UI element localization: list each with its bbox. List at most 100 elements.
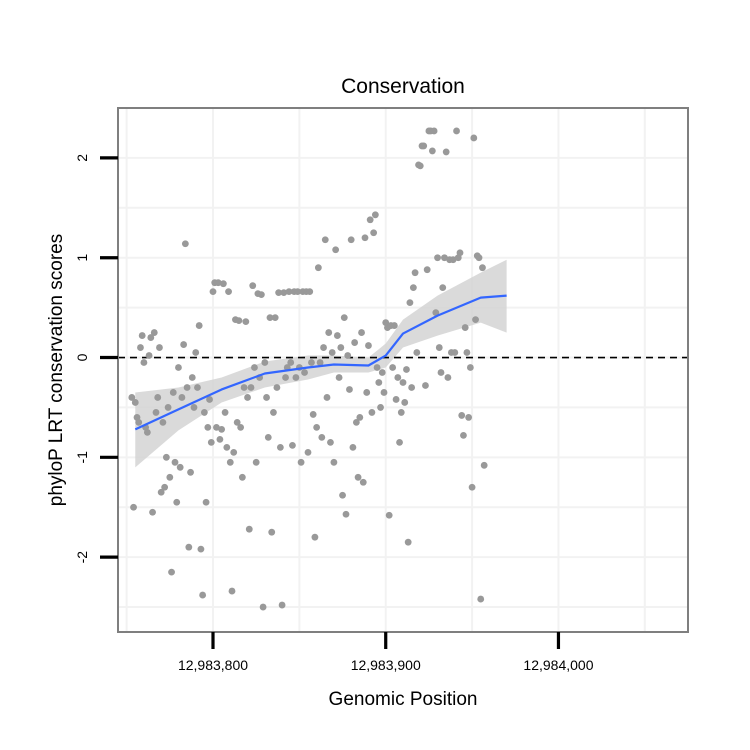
data-point	[347, 236, 355, 244]
data-point	[373, 364, 381, 371]
data-point	[147, 334, 155, 341]
plot-panel	[118, 108, 688, 632]
data-point	[408, 384, 416, 391]
data-point	[392, 396, 400, 403]
data-point	[358, 329, 365, 336]
data-point	[403, 366, 410, 373]
data-point	[238, 473, 246, 481]
data-point	[225, 288, 232, 296]
data-point	[409, 284, 417, 292]
data-point	[213, 423, 220, 431]
data-point	[159, 419, 167, 426]
data-point	[143, 428, 151, 436]
data-point	[396, 438, 403, 446]
data-point	[359, 478, 367, 486]
data-point	[138, 332, 146, 339]
data-point	[361, 234, 369, 242]
data-point	[200, 409, 208, 416]
data-point	[344, 352, 352, 359]
data-point	[441, 254, 448, 262]
data-point	[181, 240, 189, 248]
data-point	[413, 349, 421, 356]
trend-line-group	[134, 294, 507, 431]
data-point	[306, 288, 314, 296]
data-point	[178, 394, 186, 401]
data-point	[266, 314, 274, 321]
data-point	[187, 468, 194, 476]
data-point	[261, 359, 269, 366]
data-point	[420, 142, 428, 150]
data-point	[449, 256, 457, 264]
data-point	[401, 399, 409, 406]
data-point	[202, 498, 210, 506]
data-point	[333, 332, 341, 339]
y-tick-label: 0	[74, 353, 90, 361]
data-point	[311, 533, 319, 541]
data-point	[439, 284, 447, 292]
data-point	[275, 289, 283, 297]
data-point	[304, 448, 312, 456]
data-point	[197, 545, 205, 553]
x-axis-ticks: 12,983,800 12,983,900 12,984,000	[178, 632, 594, 673]
data-point	[156, 344, 163, 351]
data-point	[268, 528, 276, 536]
data-point	[352, 419, 360, 426]
data-point	[140, 359, 148, 366]
data-point	[249, 282, 257, 290]
data-point	[428, 147, 436, 155]
data-point	[252, 458, 260, 466]
data-points	[128, 127, 488, 611]
data-point	[335, 374, 343, 381]
data-point	[223, 443, 231, 451]
data-point	[161, 483, 169, 491]
data-point	[313, 423, 321, 431]
data-point	[368, 409, 376, 416]
data-point	[168, 568, 175, 576]
data-point	[130, 503, 137, 511]
data-point	[183, 384, 191, 391]
data-point	[171, 458, 179, 466]
data-point	[292, 374, 300, 381]
data-point	[378, 369, 386, 376]
data-point	[327, 438, 334, 446]
data-point	[173, 498, 181, 506]
data-point	[375, 379, 383, 386]
data-point	[309, 411, 317, 418]
data-point	[185, 543, 193, 551]
data-point	[337, 344, 345, 351]
data-point	[204, 423, 212, 431]
data-point	[346, 386, 353, 393]
data-point	[270, 409, 277, 416]
data-point	[228, 587, 236, 595]
data-point	[323, 394, 331, 401]
data-point	[164, 404, 172, 411]
data-point	[389, 364, 397, 371]
data-point	[216, 435, 224, 443]
data-point	[468, 483, 476, 491]
data-point	[451, 349, 459, 356]
data-point	[287, 359, 295, 366]
data-point	[308, 359, 315, 366]
data-point	[365, 342, 372, 349]
data-point	[257, 291, 265, 299]
data-point	[273, 384, 281, 391]
data-point	[435, 344, 443, 351]
y-tick-label: 1	[74, 254, 90, 262]
data-point	[209, 288, 217, 296]
data-point	[150, 329, 158, 336]
data-point	[351, 339, 359, 346]
data-point	[356, 414, 364, 421]
data-point	[406, 299, 414, 307]
data-point	[340, 314, 348, 321]
data-point	[237, 423, 245, 431]
data-point	[294, 288, 302, 296]
data-point	[332, 246, 340, 254]
data-point	[328, 349, 336, 356]
data-point	[470, 134, 478, 142]
data-point	[366, 216, 374, 224]
data-point	[320, 344, 327, 351]
data-point	[166, 473, 174, 481]
data-point	[385, 511, 393, 519]
data-point	[251, 364, 258, 371]
